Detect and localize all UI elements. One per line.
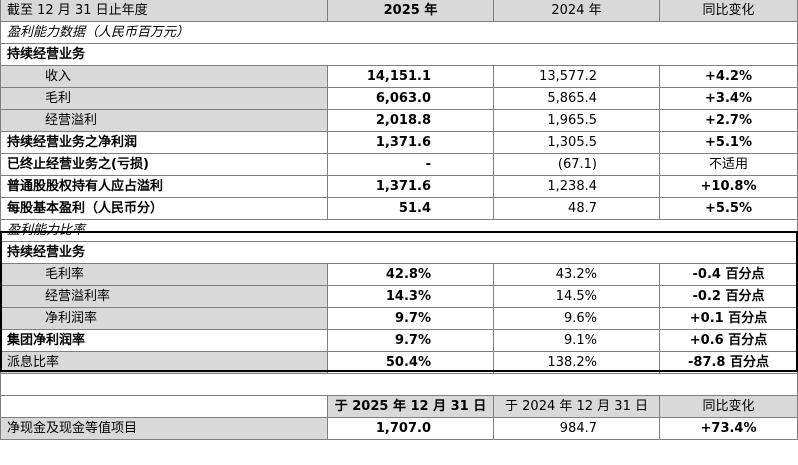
value-2024: 1,965.5 [494, 110, 660, 132]
footer-header-2025: 于 2025 年 12 月 31 日 [328, 396, 494, 418]
row-label: 收入 [0, 66, 328, 88]
value-change: +10.8% [660, 176, 798, 198]
value-change: +0.1 百分点 [660, 308, 798, 330]
value-2024: 1,238.4 [494, 176, 660, 198]
row-label: 净现金及现金等值项目 [0, 418, 328, 440]
footer-header-change: 同比变化 [660, 396, 798, 418]
value-change: +5.5% [660, 198, 798, 220]
value-change: +4.2% [660, 66, 798, 88]
subsection-continuing-ops-ratio: 持续经营业务 [0, 242, 798, 264]
value-2024: 138.2% [494, 352, 660, 374]
value-2024: 14.5% [494, 286, 660, 308]
value-2024: 43.2% [494, 264, 660, 286]
header-2024: 2024 年 [494, 0, 660, 22]
row-label: 普通股股权持有人应占溢利 [0, 176, 328, 198]
row-label: 毛利 [0, 88, 328, 110]
footer-header-blank [0, 396, 328, 418]
blank-separator-row [0, 374, 798, 396]
value-2025: 50.4% [328, 352, 494, 374]
row-label: 持续经营业务之净利润 [0, 132, 328, 154]
financial-summary-table: 截至 12 月 31 日止年度 2025 年 2024 年 同比变化 盈利能力数… [0, 0, 798, 440]
value-change: -87.8 百分点 [660, 352, 798, 374]
value-2024: 9.6% [494, 308, 660, 330]
value-2025: 9.7% [328, 330, 494, 352]
section-profit-data: 盈利能力数据（人民币百万元） [0, 22, 798, 44]
value-2025: 1,371.6 [328, 132, 494, 154]
row-label: 派息比率 [0, 352, 328, 374]
value-change: 不适用 [660, 154, 798, 176]
header-label: 截至 12 月 31 日止年度 [0, 0, 328, 22]
footer-header-2024: 于 2024 年 12 月 31 日 [494, 396, 660, 418]
row-label: 每股基本盈利（人民币分） [0, 198, 328, 220]
value-change: -0.4 百分点 [660, 264, 798, 286]
row-label: 集团净利润率 [0, 330, 328, 352]
value-2024: 9.1% [494, 330, 660, 352]
value-2025: 6,063.0 [328, 88, 494, 110]
row-label: 已终止经营业务之(亏损) [0, 154, 328, 176]
value-2025: 1,707.0 [328, 418, 494, 440]
row-label: 经营溢利率 [0, 286, 328, 308]
value-2025: 14.3% [328, 286, 494, 308]
row-label: 经营溢利 [0, 110, 328, 132]
value-2025: 42.8% [328, 264, 494, 286]
header-change: 同比变化 [660, 0, 798, 22]
value-2024: 48.7 [494, 198, 660, 220]
value-change: +0.6 百分点 [660, 330, 798, 352]
value-2025: 9.7% [328, 308, 494, 330]
value-change: +2.7% [660, 110, 798, 132]
header-2025: 2025 年 [328, 0, 494, 22]
value-2025: 14,151.1 [328, 66, 494, 88]
value-2025: - [328, 154, 494, 176]
row-label: 净利润率 [0, 308, 328, 330]
value-change: +73.4% [660, 418, 798, 440]
value-change: +5.1% [660, 132, 798, 154]
value-2025: 1,371.6 [328, 176, 494, 198]
section-profit-ratio: 盈利能力比率 [0, 220, 798, 242]
value-2024: 1,305.5 [494, 132, 660, 154]
value-2024: 5,865.4 [494, 88, 660, 110]
value-change: -0.2 百分点 [660, 286, 798, 308]
value-2024: (67.1) [494, 154, 660, 176]
value-2024: 984.7 [494, 418, 660, 440]
row-label: 毛利率 [0, 264, 328, 286]
subsection-continuing-ops: 持续经营业务 [0, 44, 798, 66]
value-2025: 2,018.8 [328, 110, 494, 132]
value-2024: 13,577.2 [494, 66, 660, 88]
value-change: +3.4% [660, 88, 798, 110]
value-2025: 51.4 [328, 198, 494, 220]
